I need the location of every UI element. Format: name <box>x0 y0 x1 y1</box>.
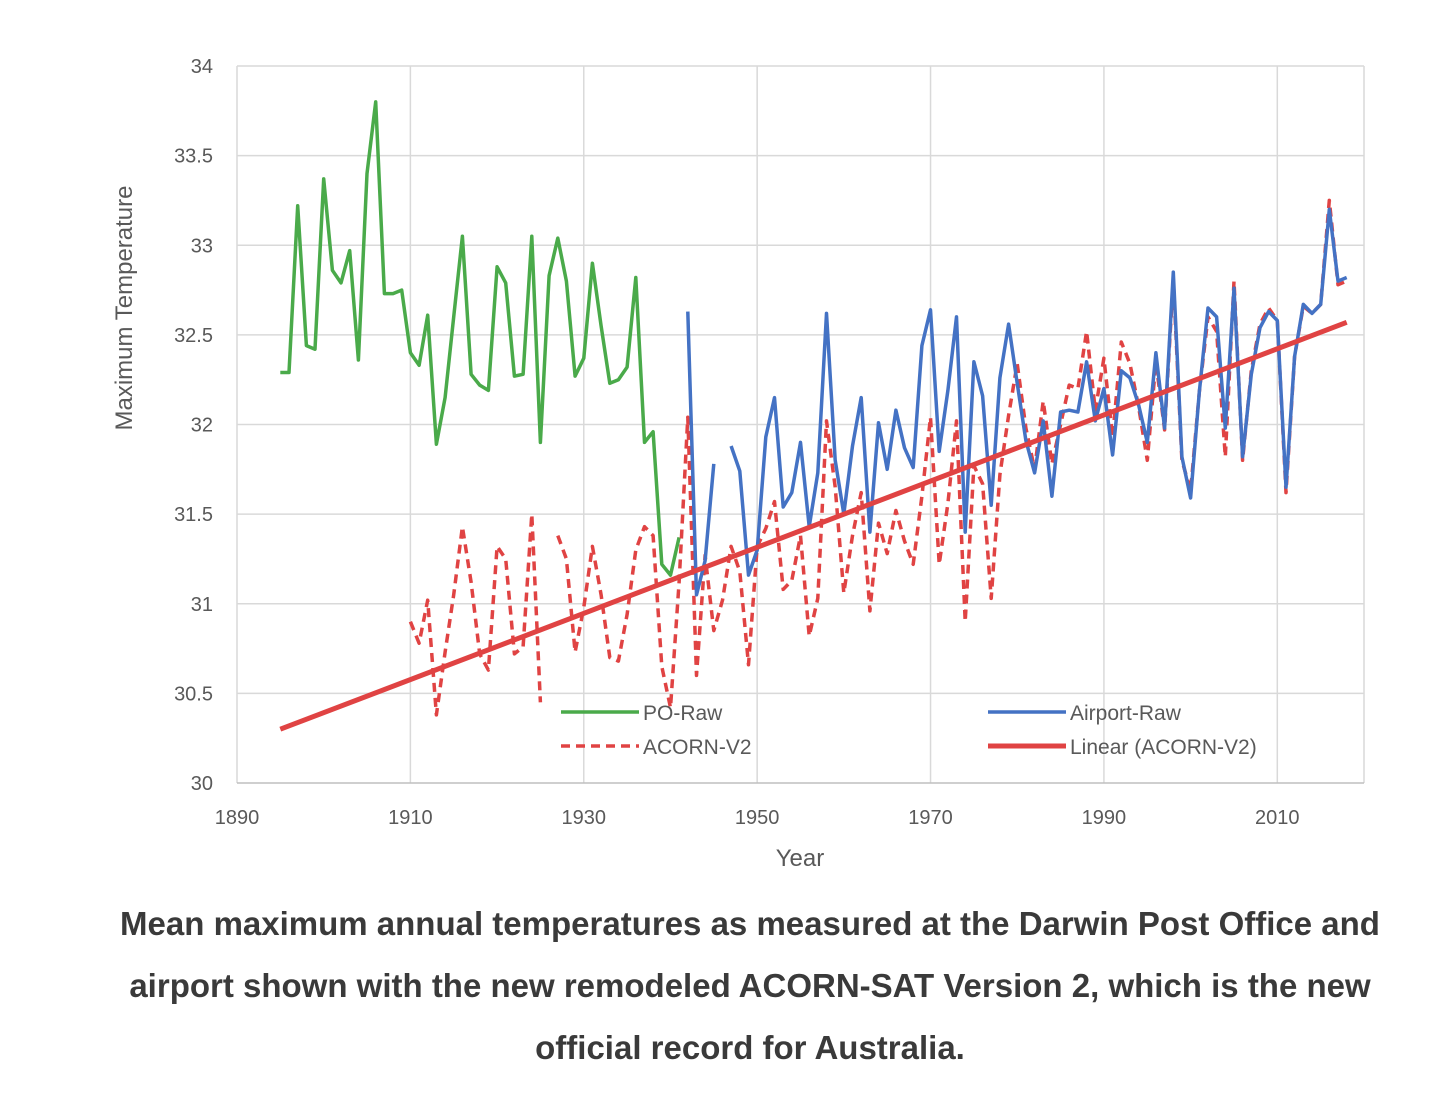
y-tick-label: 32.5 <box>174 325 213 347</box>
x-tick-label: 1890 <box>215 807 260 829</box>
y-tick-labels: 30 30.5 31 31.5 32 32.5 33 33.5 34 <box>174 56 213 795</box>
y-axis-title: Maximum Temperature <box>111 186 138 431</box>
y-gridlines <box>237 65 1364 784</box>
chart: 1890 1910 1930 1950 1970 1990 2010 30 30.5 31 31.… <box>0 0 1456 890</box>
x-tick-labels: 1890 1910 1930 1950 1970 1990 2010 <box>215 807 1300 829</box>
x-tick-label: 1930 <box>562 807 607 829</box>
series-line-airport-raw-part-2 <box>729 207 1348 577</box>
figure-caption: Mean maximum annual temperatures as meas… <box>120 905 1380 1066</box>
series-line-acorn-v2-part-2 <box>556 198 1348 710</box>
legend-label-acorn-v2: ACORN-V2 <box>643 736 752 759</box>
y-tick-label: 31 <box>191 594 213 616</box>
x-tick-label: 1970 <box>908 807 953 829</box>
x-tick-label: 1910 <box>388 807 433 829</box>
legend-label-po-raw: PO-Raw <box>643 702 723 725</box>
x-tick-label: 1990 <box>1082 807 1127 829</box>
series-line-airport-raw-part-1 <box>686 311 716 597</box>
y-tick-label: 33 <box>191 235 213 257</box>
y-tick-label: 31.5 <box>174 504 213 526</box>
y-tick-label: 33.5 <box>174 146 213 168</box>
x-tick-label: 1950 <box>735 807 780 829</box>
series-line-linear-acorn-v2 <box>279 319 1348 732</box>
y-tick-label: 34 <box>191 56 213 78</box>
chart-background <box>0 0 1456 890</box>
series-line-po-raw <box>280 100 681 577</box>
legend-label-airport-raw: Airport-Raw <box>1070 702 1182 725</box>
legend: PO-Raw ACORN-V2 Airport-Raw Linear (ACORN-V… <box>561 702 1257 759</box>
legend-label-linear-acorn-v2: Linear (ACORN-V2) <box>1070 736 1257 759</box>
y-tick-label: 30 <box>191 773 213 795</box>
x-axis-title: Year <box>776 845 825 872</box>
y-tick-label: 32 <box>191 415 213 437</box>
series-line-acorn-v2-part-1 <box>408 512 543 717</box>
y-tick-label: 30.5 <box>174 683 213 705</box>
series-lines <box>279 100 1348 732</box>
x-tick-label: 2010 <box>1255 807 1300 829</box>
